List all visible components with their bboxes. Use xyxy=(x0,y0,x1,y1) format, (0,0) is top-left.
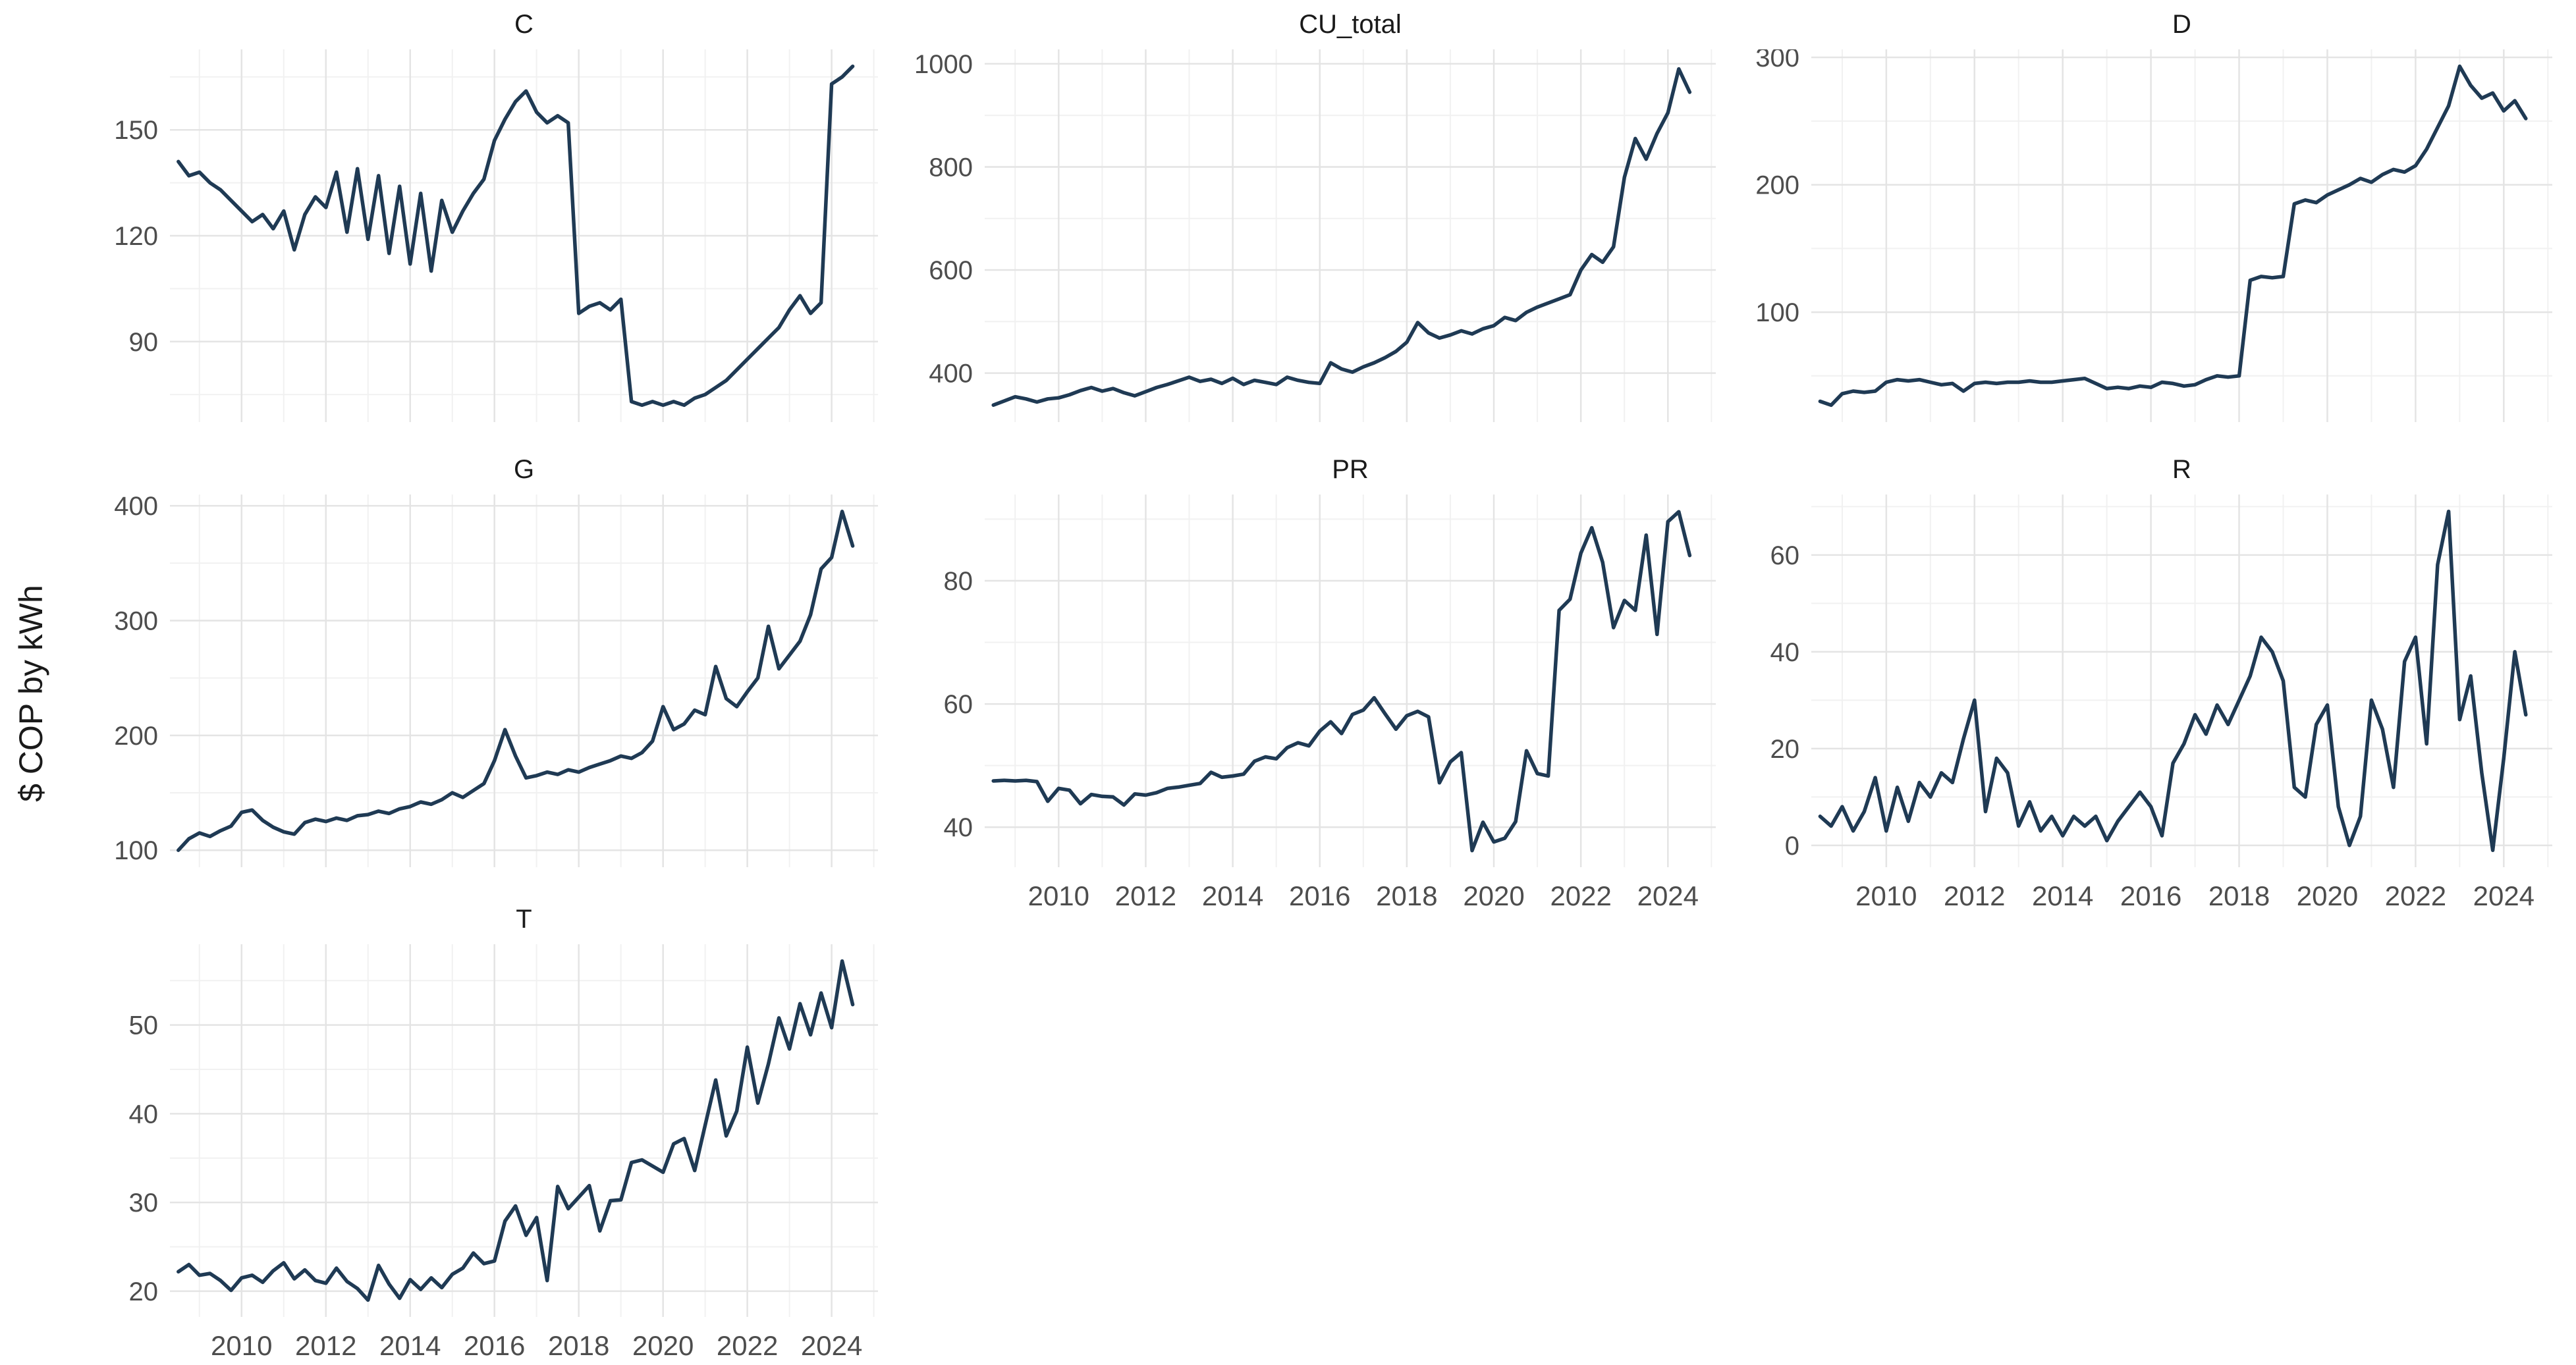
svg-text:200: 200 xyxy=(1755,171,1799,200)
facet-panel-cu-total: CU_total 400 600 800 1000 xyxy=(866,6,1716,485)
line-chart-d: 100 200 300 xyxy=(1755,49,2552,422)
panel-title-cu-total: CU_total xyxy=(1299,10,1402,39)
svg-text:2020: 2020 xyxy=(1463,880,1524,911)
facet-panel-r: R 0 20 40 60 2010 2012 2014 2016 2018 2020 2022 202… xyxy=(1693,451,2552,930)
svg-text:90: 90 xyxy=(129,328,159,357)
svg-text:120: 120 xyxy=(114,222,158,251)
svg-text:150: 150 xyxy=(114,116,158,145)
svg-text:2024: 2024 xyxy=(1637,880,1699,911)
svg-text:2010: 2010 xyxy=(211,1330,272,1361)
panel-title-d: D xyxy=(2172,10,2191,39)
svg-text:40: 40 xyxy=(129,1100,159,1129)
line-chart-g: 100 200 300 400 xyxy=(114,495,878,867)
svg-text:2022: 2022 xyxy=(1550,880,1611,911)
svg-text:100: 100 xyxy=(114,836,158,865)
svg-text:2024: 2024 xyxy=(2473,880,2535,911)
svg-text:2016: 2016 xyxy=(464,1330,525,1361)
svg-text:40: 40 xyxy=(1770,638,1800,667)
svg-text:2012: 2012 xyxy=(295,1330,356,1361)
facet-panel-d: D 100 200 300 xyxy=(1693,6,2552,485)
svg-text:2018: 2018 xyxy=(548,1330,609,1361)
line-chart-t: 20 30 40 50 2010 2012 2014 2016 2018 2020 2022 2024 xyxy=(129,944,878,1361)
facet-panel-c: C 90 120 150 xyxy=(51,6,878,485)
svg-text:400: 400 xyxy=(929,360,973,388)
svg-text:60: 60 xyxy=(1770,541,1800,570)
svg-text:2018: 2018 xyxy=(2208,880,2270,911)
svg-text:60: 60 xyxy=(944,690,973,719)
line-chart-pr: 40 60 80 2010 2012 2014 2016 2018 2020 2022 2024 xyxy=(944,495,1716,911)
panel-title-t: T xyxy=(516,905,532,934)
svg-text:2016: 2016 xyxy=(2120,880,2181,911)
svg-text:20: 20 xyxy=(1770,735,1800,764)
panel-title-r: R xyxy=(2172,455,2191,484)
svg-text:300: 300 xyxy=(114,606,158,635)
svg-text:40: 40 xyxy=(944,813,973,842)
panel-title-g: G xyxy=(513,455,535,484)
svg-text:80: 80 xyxy=(944,567,973,596)
y-axis-label-text: $ COP by kWh xyxy=(13,585,49,802)
svg-text:2022: 2022 xyxy=(2385,880,2446,911)
svg-text:100: 100 xyxy=(1755,298,1799,327)
panel-title-pr: PR xyxy=(1332,455,1369,484)
svg-text:300: 300 xyxy=(1755,49,1799,72)
facet-panel-pr: PR 40 60 80 2010 2012 2014 2016 2018 2020 2022 202… xyxy=(866,451,1716,930)
facet-panel-g: G 100 200 300 400 xyxy=(51,451,878,930)
svg-text:1000: 1000 xyxy=(914,50,973,79)
facet-panel-t: T 20 30 40 50 2010 2012 2014 2016 2018 2020 2022 20… xyxy=(51,901,878,1365)
svg-text:600: 600 xyxy=(929,256,973,285)
svg-text:2014: 2014 xyxy=(379,1330,441,1361)
line-chart-c: 90 120 150 xyxy=(114,49,878,422)
svg-text:2010: 2010 xyxy=(1855,880,1917,911)
svg-text:200: 200 xyxy=(114,722,158,751)
panel-title-c: C xyxy=(514,10,534,39)
svg-text:800: 800 xyxy=(929,153,973,182)
svg-text:2014: 2014 xyxy=(1202,880,1263,911)
svg-text:2020: 2020 xyxy=(2297,880,2358,911)
svg-text:2020: 2020 xyxy=(632,1330,694,1361)
svg-text:400: 400 xyxy=(114,495,158,521)
svg-text:2012: 2012 xyxy=(1115,880,1176,911)
svg-text:2024: 2024 xyxy=(801,1330,862,1361)
svg-text:2014: 2014 xyxy=(2032,880,2093,911)
svg-text:2010: 2010 xyxy=(1028,880,1089,911)
svg-text:0: 0 xyxy=(1785,832,1799,861)
svg-text:2016: 2016 xyxy=(1289,880,1350,911)
svg-text:2018: 2018 xyxy=(1376,880,1437,911)
line-chart-cu-total: 400 600 800 1000 xyxy=(914,49,1716,422)
svg-text:50: 50 xyxy=(129,1011,159,1040)
line-chart-r: 0 20 40 60 2010 2012 2014 2016 2018 2020 2022 2024 xyxy=(1770,495,2552,911)
svg-text:2022: 2022 xyxy=(717,1330,778,1361)
svg-text:2012: 2012 xyxy=(1944,880,2005,911)
svg-text:20: 20 xyxy=(129,1277,159,1306)
svg-text:30: 30 xyxy=(129,1189,159,1218)
